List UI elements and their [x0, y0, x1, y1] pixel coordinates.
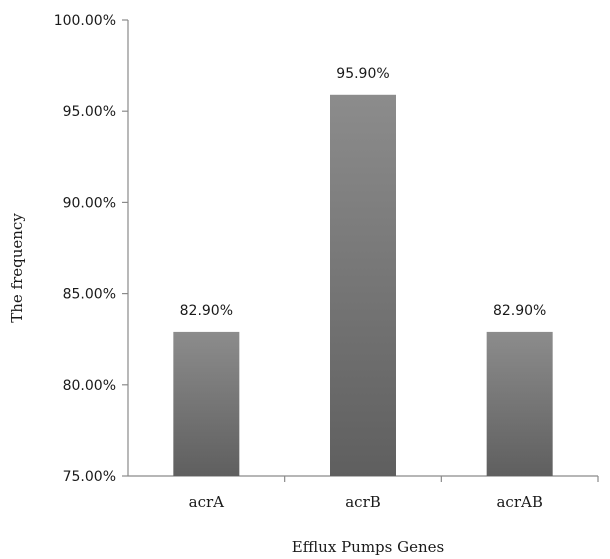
y-tick-label: 90.00%	[63, 195, 116, 211]
data-label-acrb: 95.90%	[336, 66, 389, 82]
y-tick-label: 75.00%	[63, 469, 116, 485]
y-tick-label: 100.00%	[54, 13, 116, 29]
data-label-acra: 82.90%	[180, 303, 233, 319]
y-axis-title: The frequency	[8, 213, 26, 323]
x-tick-label-acrb: acrB	[345, 493, 381, 511]
bar-acra	[173, 331, 240, 476]
x-tick-label-acrab: acrAB	[496, 493, 542, 511]
y-tick-label: 80.00%	[63, 378, 116, 394]
x-tick-label-acra: acrA	[189, 493, 225, 511]
x-axis-title: Efflux Pumps Genes	[292, 538, 444, 556]
y-tick-label: 85.00%	[63, 287, 116, 303]
bar-acrb	[330, 94, 396, 476]
data-label-acrab: 82.90%	[493, 303, 546, 319]
y-tick-label: 95.00%	[63, 104, 116, 120]
bar-acrab	[486, 331, 553, 476]
